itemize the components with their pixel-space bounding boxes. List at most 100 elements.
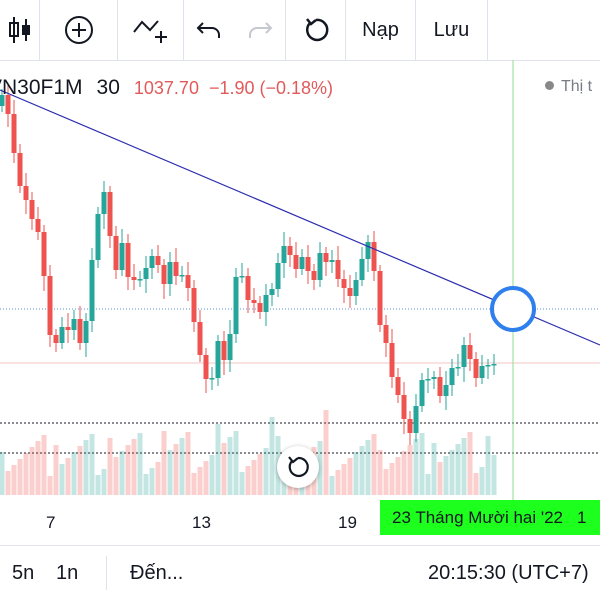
- redo-button[interactable]: [234, 0, 286, 60]
- candle-body: [107, 192, 113, 236]
- candle-body: [155, 256, 161, 265]
- volume-bar: [149, 468, 155, 495]
- volume-bar: [377, 450, 383, 495]
- candle-body: [353, 280, 359, 296]
- volume-bar: [395, 457, 401, 495]
- undo-icon: [196, 22, 220, 38]
- volume-bar: [23, 453, 29, 495]
- range-1d-button[interactable]: 1n: [56, 562, 79, 584]
- volume-bar: [101, 469, 107, 495]
- clock-timezone-button[interactable]: 20:15:30 (UTC+7): [428, 562, 589, 584]
- candle-body: [35, 219, 41, 232]
- load-button[interactable]: Nạp: [346, 0, 416, 60]
- crosshair-date: 23 Tháng Mười hai '22: [392, 507, 564, 527]
- crosshair-date-label: 23 Tháng Mười hai '22 1: [380, 500, 600, 535]
- candle-body: [131, 277, 137, 280]
- trendline-handle[interactable]: [490, 286, 536, 332]
- candle-body: [383, 325, 389, 343]
- candle-body: [371, 242, 377, 271]
- candle-body: [161, 265, 167, 284]
- volume-bar: [83, 440, 89, 495]
- volume-bar: [191, 473, 197, 495]
- candle-body: [149, 256, 155, 268]
- volume-bar: [233, 431, 239, 495]
- candle-body: [101, 192, 107, 214]
- reset-chart-button[interactable]: [277, 446, 319, 488]
- candle-body: [83, 321, 89, 343]
- candle-body: [395, 377, 401, 395]
- candle-body: [233, 277, 239, 334]
- candle-body: [485, 365, 491, 367]
- candle-body: [335, 260, 341, 279]
- volume-bar: [263, 448, 269, 495]
- add-indicator-button[interactable]: [40, 0, 118, 60]
- volume-bar: [281, 477, 287, 495]
- candle-body: [263, 295, 269, 312]
- candle-body: [11, 114, 17, 153]
- chart-pane[interactable]: [0, 60, 600, 500]
- volume-bar: [209, 455, 215, 495]
- volume-bar: [383, 469, 389, 495]
- candle-body: [311, 271, 317, 280]
- volume-bar: [407, 445, 413, 495]
- candle-body: [473, 359, 479, 378]
- market-status[interactable]: Thị t: [545, 78, 592, 96]
- volume-bar: [203, 461, 209, 495]
- time-axis-tick: 7: [46, 513, 56, 532]
- volume-bar: [479, 467, 485, 495]
- volume-bar: [437, 462, 443, 495]
- volume-bar: [65, 458, 71, 495]
- candles-style-button[interactable]: [0, 0, 40, 60]
- candle-body: [221, 341, 227, 360]
- candle-body: [251, 300, 257, 303]
- volume-bar: [155, 462, 161, 495]
- redo-icon: [248, 22, 272, 38]
- candle-body: [449, 368, 455, 385]
- candle-body: [209, 378, 215, 380]
- candle-body: [281, 246, 287, 263]
- candle-body: [299, 257, 305, 269]
- volume-bar: [95, 475, 101, 495]
- candle-body: [461, 345, 467, 367]
- candle-body: [239, 276, 245, 278]
- candle-body: [59, 327, 65, 343]
- volume-bar: [251, 460, 257, 495]
- range-5d-button[interactable]: 5n: [12, 562, 35, 584]
- undo-button[interactable]: [184, 0, 234, 60]
- volume-bar: [401, 451, 407, 495]
- candle-body: [197, 322, 203, 355]
- candle-body: [185, 275, 191, 288]
- market-status-dot: [545, 81, 554, 90]
- candle-body: [53, 335, 59, 343]
- volume-bar: [107, 438, 113, 495]
- volume-bar: [455, 444, 461, 495]
- candle-body: [113, 236, 119, 270]
- candle-body: [245, 276, 251, 300]
- volume-bar: [59, 464, 65, 495]
- volume-bar: [341, 464, 347, 495]
- symbol-name[interactable]: VN30F1M: [0, 76, 83, 99]
- volume-bar: [215, 424, 221, 495]
- candle-body: [425, 379, 431, 381]
- save-button[interactable]: Lưu: [416, 0, 488, 60]
- candle-body: [29, 200, 35, 219]
- last-price: 1037.70: [133, 77, 199, 98]
- candle-body: [329, 260, 335, 262]
- candle-body: [305, 257, 311, 271]
- volume-bar: [353, 452, 359, 495]
- candle-body: [287, 246, 293, 255]
- drawing-tool-button[interactable]: [118, 0, 184, 60]
- candle-body: [65, 327, 71, 330]
- volume-bar: [179, 438, 185, 495]
- goto-date-button[interactable]: Đến...: [130, 562, 184, 584]
- candle-body: [95, 214, 101, 260]
- interval-label[interactable]: 30: [96, 76, 120, 99]
- candle-body: [419, 380, 425, 406]
- candle-body: [269, 289, 275, 295]
- crosshair-date-suffix: 1: [577, 507, 587, 527]
- refresh-button[interactable]: [286, 0, 346, 60]
- volume-bar: [425, 474, 431, 495]
- candle-body: [41, 232, 47, 276]
- volume-bar: [257, 454, 263, 495]
- volume-bar: [35, 441, 41, 495]
